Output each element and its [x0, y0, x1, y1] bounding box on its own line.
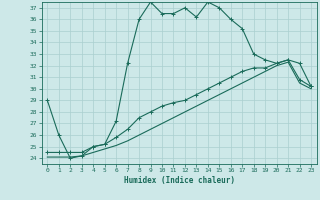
- X-axis label: Humidex (Indice chaleur): Humidex (Indice chaleur): [124, 176, 235, 185]
